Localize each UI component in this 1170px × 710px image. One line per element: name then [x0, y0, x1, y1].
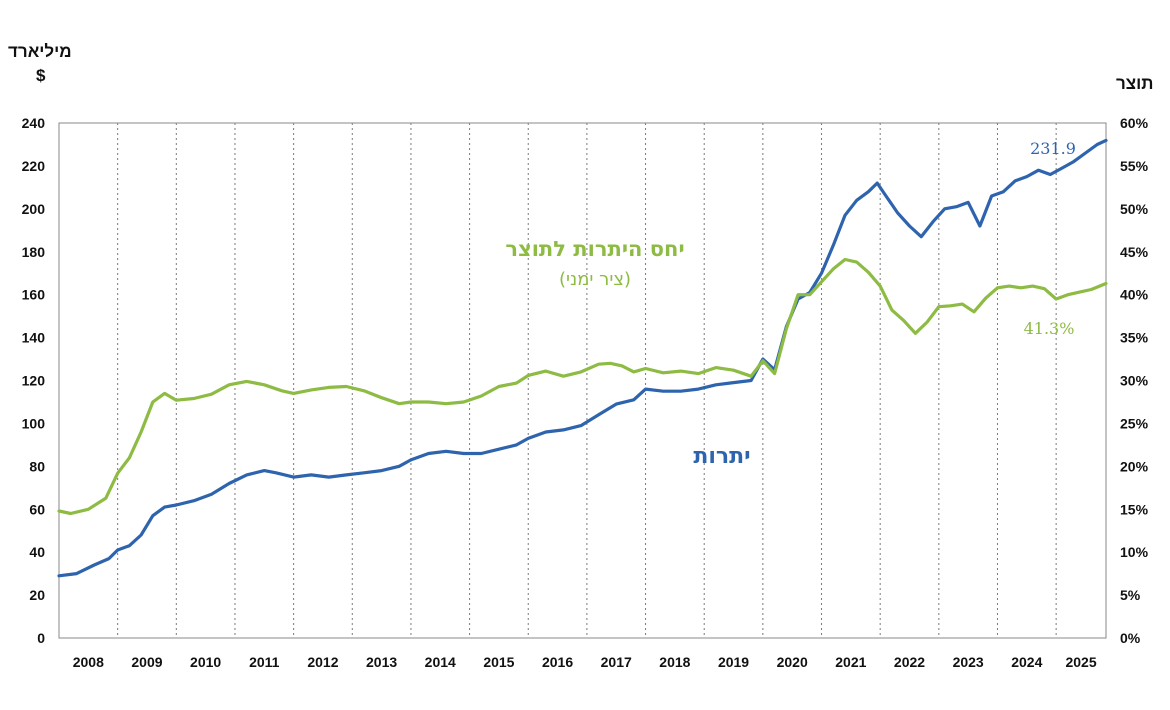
- ratio-end-label: 41.3%: [1024, 319, 1075, 338]
- right-axis-ticks: 0% 5% 10% 15% 20% 25% 30% 35% 40% 45% 50% 55% 60%: [1120, 115, 1149, 646]
- x-tick-label: 2024: [1011, 654, 1042, 670]
- right-tick-label: 55%: [1120, 158, 1149, 174]
- left-tick-label: 80: [29, 458, 45, 474]
- right-tick-label: 30%: [1120, 373, 1149, 389]
- left-tick-label: 40: [29, 544, 45, 560]
- left-tick-label: 60: [29, 501, 45, 517]
- right-tick-label: 25%: [1120, 415, 1149, 431]
- x-axis-ticks: 2008 2009 2010 2011 2012 2013 2014 2015 2016 2017…: [73, 654, 1097, 670]
- x-tick-label: 2011: [249, 654, 280, 670]
- left-tick-label: 240: [22, 115, 46, 131]
- left-tick-label: 120: [22, 373, 46, 389]
- ratio-subtitle: (ציר ימני): [559, 269, 631, 290]
- plot-frame: [58, 122, 1107, 639]
- x-tick-label: 2009: [131, 654, 162, 670]
- right-tick-label: 20%: [1120, 458, 1149, 474]
- x-tick-label: 2020: [777, 654, 808, 670]
- left-axis-unit-line1: מיליארד: [8, 42, 72, 61]
- left-tick-label: 20: [29, 587, 45, 603]
- left-tick-label: 100: [22, 415, 46, 431]
- left-tick-label: 220: [22, 158, 46, 174]
- left-tick-label: 0: [37, 630, 45, 646]
- reserves-title: יתרות: [693, 444, 750, 469]
- left-tick-label: 180: [22, 244, 46, 260]
- right-tick-label: 40%: [1120, 287, 1149, 303]
- right-tick-label: 15%: [1120, 501, 1149, 517]
- x-tick-label: 2015: [483, 654, 514, 670]
- x-tick-label: 2012: [307, 654, 338, 670]
- right-tick-label: 50%: [1120, 201, 1149, 217]
- reserves-line: [57, 138, 1108, 578]
- x-tick-label: 2023: [953, 654, 984, 670]
- ratio-title: יחס היתרות לתוצר: [505, 237, 684, 261]
- right-tick-label: 45%: [1120, 244, 1149, 260]
- left-tick-label: 200: [22, 201, 46, 217]
- left-axis-ticks: 0 20 40 60 80 100 120 140 160 180 200 220 240: [22, 115, 46, 646]
- x-tick-label: 2013: [366, 654, 397, 670]
- x-tick-label: 2014: [425, 654, 456, 670]
- x-tick-label: 2018: [659, 654, 690, 670]
- x-tick-label: 2022: [894, 654, 925, 670]
- x-tick-label: 2021: [835, 654, 866, 670]
- left-tick-label: 140: [22, 330, 46, 346]
- left-axis-unit-line2: $: [36, 66, 46, 85]
- right-tick-label: 10%: [1120, 544, 1149, 560]
- right-tick-label: 0%: [1120, 630, 1141, 646]
- right-tick-label: 35%: [1120, 330, 1149, 346]
- x-tick-label: 2025: [1065, 654, 1096, 670]
- reserves-end-label: 231.9: [1030, 139, 1076, 158]
- left-tick-label: 160: [22, 287, 46, 303]
- right-tick-label: 60%: [1120, 115, 1149, 131]
- series: [57, 138, 1108, 578]
- gridlines: [117, 123, 1057, 638]
- x-tick-label: 2008: [73, 654, 104, 670]
- right-tick-label: 5%: [1120, 587, 1141, 603]
- x-tick-label: 2010: [190, 654, 221, 670]
- ratio-line: [57, 257, 1108, 516]
- x-tick-label: 2016: [542, 654, 573, 670]
- x-tick-label: 2017: [601, 654, 632, 670]
- right-axis-unit: תוצר: [1116, 74, 1154, 93]
- x-tick-label: 2019: [718, 654, 749, 670]
